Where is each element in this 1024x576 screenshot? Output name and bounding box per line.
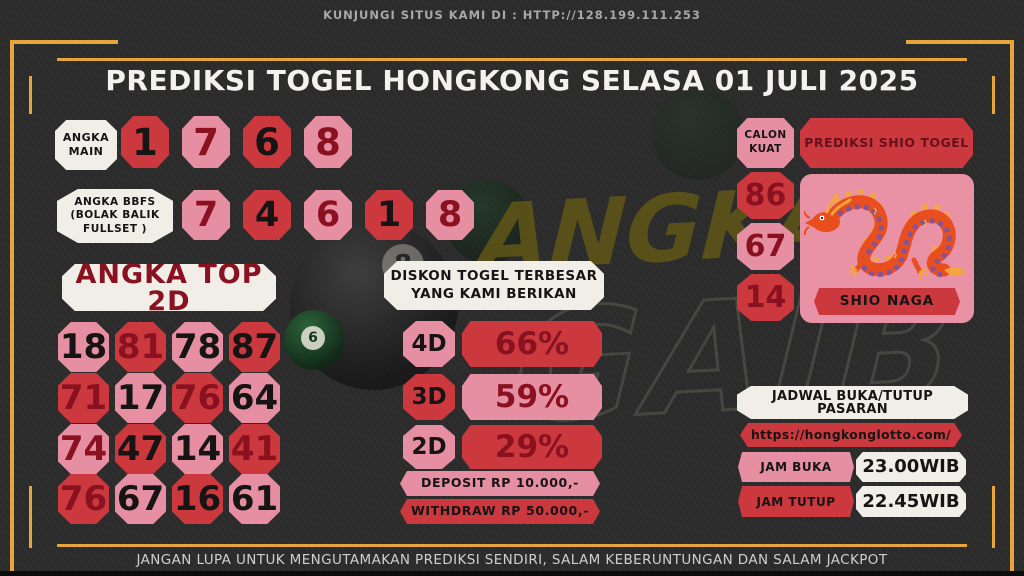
- top2d-cell: 61: [229, 474, 280, 524]
- angka-main-digit: 7: [182, 116, 230, 168]
- frame-left-vertical: [10, 40, 14, 576]
- top2d-cell: 47: [115, 424, 166, 474]
- diskon-2d-value: 29%: [462, 425, 602, 469]
- angka-main-digit: 8: [304, 116, 352, 168]
- frame-stub-bottom-left: [29, 486, 32, 548]
- top2d-cell: 78: [172, 322, 223, 372]
- frame-top-left-arm: [10, 40, 118, 44]
- withdraw-banner: WITHDRAW RP 50.000,-: [400, 499, 600, 524]
- calon-kuat-label-line1: CALON: [744, 129, 787, 142]
- angka-bbfs-label-line2: (BOLAK BALIK: [70, 209, 160, 222]
- top2d-cell: 64: [229, 373, 280, 423]
- angka-bbfs-digit: 7: [182, 190, 230, 240]
- top2d-cell: 74: [58, 424, 109, 474]
- calon-kuat-label: CALON KUAT: [737, 118, 794, 168]
- angka-bbfs-digit: 4: [243, 190, 291, 240]
- angka-bbfs-label-line1: ANGKA BBFS: [74, 195, 156, 208]
- diskon-3d-value: 59%: [462, 374, 602, 420]
- frame-inner-top-line: [57, 58, 967, 61]
- top2d-cell: 76: [172, 373, 223, 423]
- top2d-cell: 71: [58, 373, 109, 423]
- angka-top-2d-heading: ANGKA TOP 2D: [62, 264, 276, 311]
- diskon-4d-label: 4D: [403, 321, 455, 367]
- top2d-cell: 81: [115, 322, 166, 372]
- calon-kuat-label-line2: KUAT: [749, 143, 782, 155]
- site-notice-link[interactable]: KUNJUNGI SITUS KAMI DI : HTTP://128.199.…: [323, 8, 701, 22]
- angka-main-digit: 1: [121, 116, 169, 168]
- top2d-cell: 18: [58, 322, 109, 372]
- top2d-cell: 16: [172, 474, 223, 524]
- jadwal-url-link[interactable]: https://hongkonglotto.com/: [740, 423, 962, 447]
- jadwal-heading: JADWAL BUKA/TUTUP PASARAN: [737, 386, 968, 419]
- footer-note: JANGAN LUPA UNTUK MENGUTAMAKAN PREDIKSI …: [136, 552, 888, 568]
- six-ball-number: 6: [301, 326, 325, 350]
- angka-main-label: ANGKA MAIN: [55, 120, 117, 170]
- top2d-cell: 67: [115, 474, 166, 524]
- shio-result-banner: SHIO NAGA: [814, 288, 960, 315]
- jam-buka-time: 23.00WIB: [856, 452, 966, 482]
- jam-buka-label: JAM BUKA: [738, 452, 854, 482]
- calon-number: 86: [737, 172, 794, 219]
- top2d-cell: 17: [115, 373, 166, 423]
- diskon-heading: DISKON TOGEL TERBESAR YANG KAMI BERIKAN: [384, 261, 604, 310]
- frame-top-right-arm: [906, 40, 1014, 44]
- page-title: PREDIKSI TOGEL HONGKONG SELASA 01 JULI 2…: [105, 64, 919, 97]
- jam-tutup-label: JAM TUTUP: [738, 486, 854, 517]
- diskon-4d-value: 66%: [462, 321, 602, 367]
- top2d-cell: 14: [172, 424, 223, 474]
- green-ball-faint: [652, 88, 744, 180]
- diskon-heading-line1: DISKON TOGEL TERBESAR: [390, 267, 598, 284]
- angka-main-label-line1: ANGKA: [62, 130, 110, 144]
- frame-stub-top-right: [992, 76, 995, 114]
- angka-bbfs-digit: 1: [365, 190, 413, 240]
- diskon-2d-label: 2D: [403, 425, 455, 469]
- angka-bbfs-digit: 8: [426, 190, 474, 240]
- deposit-banner: DEPOSIT RP 10.000,-: [400, 471, 600, 496]
- top2d-cell: 76: [58, 474, 109, 524]
- dragon-illustration: [804, 189, 966, 280]
- diskon-heading-line2: YANG KAMI BERIKAN: [411, 285, 577, 302]
- jam-tutup-time: 22.45WIB: [856, 486, 966, 517]
- top2d-cell: 41: [229, 424, 280, 474]
- frame-stub-top-left: [29, 76, 32, 114]
- angka-bbfs-label: ANGKA BBFS (BOLAK BALIK FULLSET ): [57, 189, 173, 243]
- angka-bbfs-label-line3: FULLSET ): [83, 222, 147, 235]
- bottom-strip: [0, 571, 1024, 576]
- frame-right-vertical: [1010, 40, 1014, 576]
- calon-number: 67: [737, 223, 794, 270]
- top2d-cell: 87: [229, 322, 280, 372]
- frame-inner-bottom-line: [57, 544, 967, 547]
- diskon-3d-label: 3D: [403, 374, 455, 420]
- angka-main-digit: 6: [243, 116, 291, 168]
- calon-number: 14: [737, 274, 794, 321]
- angka-bbfs-digit: 6: [304, 190, 352, 240]
- shio-panel: SHIO NAGA: [800, 174, 974, 323]
- prediksi-shio-heading: PREDIKSI SHIO TOGEL: [800, 118, 973, 168]
- frame-stub-bottom-right: [992, 486, 995, 548]
- angka-main-label-line2: MAIN: [68, 145, 104, 158]
